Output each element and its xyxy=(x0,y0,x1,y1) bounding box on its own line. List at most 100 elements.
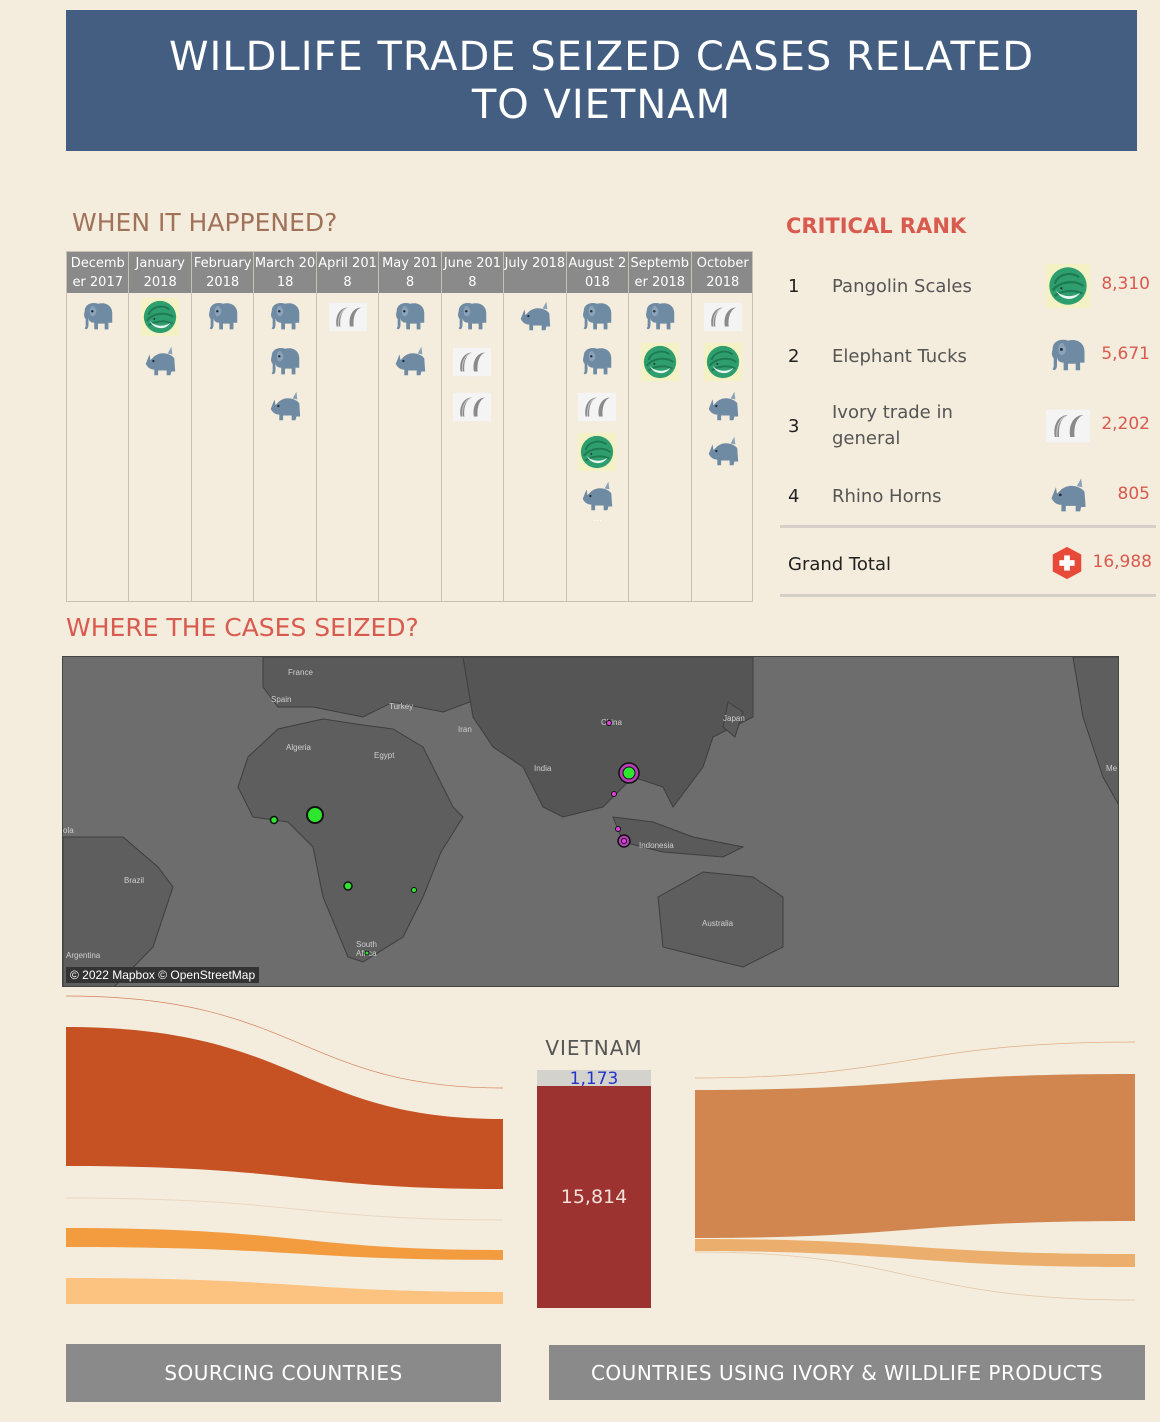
title-bar: WILDLIFE TRADE SEIZED CASES RELATED TO V… xyxy=(66,10,1137,151)
elephant-icon xyxy=(391,298,429,336)
sourcing-countries-button[interactable]: SOURCING COUNTRIES xyxy=(66,1344,501,1402)
marker-togo xyxy=(269,815,279,825)
timeline-month-label: April 2018 xyxy=(318,256,377,290)
rank-row[interactable]: 4 Rhino Horns 805 xyxy=(780,468,1156,528)
label-me: Me xyxy=(1106,764,1118,773)
timeline-month-label: July 2018 xyxy=(504,256,566,271)
vietnam-label: VIETNAM xyxy=(545,1036,643,1060)
rhino-icon xyxy=(704,433,742,471)
ivory-icon xyxy=(1046,404,1090,448)
pangolin-icon xyxy=(141,298,179,336)
timeline-column[interactable]: July 2018 xyxy=(504,252,567,601)
ivory-icon xyxy=(578,388,616,426)
marker-vietnam-inner xyxy=(622,766,636,780)
pangolin-icon xyxy=(704,343,742,381)
flow-left-thin-mid xyxy=(65,1197,504,1221)
rank-value: 8,310 xyxy=(1101,274,1150,294)
flow-right-thin-bottom xyxy=(694,1251,1136,1301)
rank-row[interactable]: 2 Elephant Tucks 5,671 xyxy=(780,328,1156,388)
label-iran: Iran xyxy=(458,725,472,734)
label-france: France xyxy=(288,668,313,677)
rank-value: 805 xyxy=(1117,484,1150,504)
label-japan: Japan xyxy=(723,714,745,723)
timeline-column[interactable]: March 2018 xyxy=(254,252,317,601)
marker-thailand xyxy=(611,791,617,797)
marker-china xyxy=(606,720,612,726)
rhino-icon xyxy=(266,388,304,426)
timeline-month-label: August 2018 xyxy=(568,256,627,290)
timeline-column[interactable]: February 2018 xyxy=(192,252,255,601)
using-countries-button[interactable]: COUNTRIES USING IVORY & WILDLIFE PRODUCT… xyxy=(549,1345,1145,1400)
timeline-month-label: September 2018 xyxy=(630,256,690,290)
timeline-column[interactable]: April 2018 xyxy=(317,252,380,601)
flow-left-light xyxy=(66,1278,503,1304)
timeline-column[interactable]: January 2018 xyxy=(129,252,192,601)
when-title: WHEN IT HAPPENED? xyxy=(72,208,338,237)
timeline-month-label: June 2018 xyxy=(443,256,502,290)
page-title: WILDLIFE TRADE SEIZED CASES RELATED TO V… xyxy=(168,33,1035,128)
timeline-month-label: December 2017 xyxy=(70,256,125,290)
timeline-month-label: May 2018 xyxy=(382,256,438,290)
pangolin-icon xyxy=(1046,264,1090,308)
flow-right-second xyxy=(695,1239,1135,1267)
rhino-icon xyxy=(1046,474,1090,518)
rank-name: Elephant Tucks xyxy=(832,346,967,367)
label-south-africa: South xyxy=(356,940,377,949)
flow-left-thin-top xyxy=(65,995,504,1089)
elephant-icon xyxy=(578,298,616,336)
rank-name: Ivory trade in general xyxy=(832,402,953,449)
rhino-icon xyxy=(516,298,554,336)
label-egypt: Egypt xyxy=(374,751,395,760)
timeline-column[interactable]: December 2017 xyxy=(67,252,130,601)
timeline-column[interactable]: May 2018 xyxy=(379,252,442,601)
vietnam-bar[interactable]: 1,173 15,814 xyxy=(537,1070,651,1308)
timeline-month-label: February 2018 xyxy=(193,256,252,290)
grand-total-row: Grand Total 16,988 xyxy=(780,538,1156,598)
rank-row[interactable]: 1 Pangolin Scales 8,310 xyxy=(780,258,1156,318)
rhino-icon xyxy=(704,388,742,426)
pangolin-icon xyxy=(641,343,679,381)
timeline-table: December 2017 January 2018 February 2018 Ma… xyxy=(66,251,753,602)
where-title: WHERE THE CASES SEIZED? xyxy=(66,613,419,642)
label-brazil: Brazil xyxy=(124,876,144,885)
marker-singapore-inner xyxy=(621,838,627,844)
rank-row[interactable]: 3 Ivory trade in general 2,202 xyxy=(780,398,1156,458)
rank-number: 2 xyxy=(788,346,800,367)
marker-congo xyxy=(343,881,353,891)
timeline-column[interactable]: October 2018 xyxy=(692,252,754,601)
timeline-column[interactable]: August 2018... xyxy=(567,252,630,601)
timeline-icons xyxy=(379,298,440,388)
timeline-column[interactable]: September 2018 xyxy=(629,252,692,601)
marker-nigeria xyxy=(306,806,324,824)
rank-divider xyxy=(780,525,1156,528)
land-africa xyxy=(237,718,464,963)
map-markers xyxy=(269,720,640,956)
vietnam-bar-main-value: 15,814 xyxy=(537,1086,651,1308)
timeline-icons xyxy=(129,298,190,388)
ivory-icon xyxy=(704,298,742,336)
map[interactable]: France Spain Turkey Iran China Japan Alg… xyxy=(62,656,1119,987)
label-australia: Australia xyxy=(702,919,734,928)
more-indicator[interactable]: ... xyxy=(592,513,603,524)
rhino-icon xyxy=(391,343,429,381)
elephant-icon xyxy=(1046,334,1090,378)
timeline-header xyxy=(67,252,752,293)
elephant-icon xyxy=(79,298,117,336)
ivory-icon xyxy=(329,298,367,336)
timeline-icons xyxy=(67,298,128,343)
timeline-icons xyxy=(254,298,315,433)
sankey-flows xyxy=(65,995,1136,1304)
elephant-icon xyxy=(204,298,242,336)
timeline-column[interactable]: June 2018 xyxy=(442,252,505,601)
map-credit[interactable]: © 2022 Mapbox © OpenStreetMap xyxy=(66,967,260,983)
elephant-icon xyxy=(266,298,304,336)
timeline-icons xyxy=(192,298,253,343)
timeline-icons xyxy=(629,298,690,388)
label-spain: Spain xyxy=(271,695,291,704)
timeline-icons xyxy=(692,298,754,478)
label-ola: ola xyxy=(63,826,74,835)
elephant-icon xyxy=(453,298,491,336)
label-argentina: Argentina xyxy=(66,951,101,960)
rank-number: 4 xyxy=(788,486,800,507)
label-indonesia: Indonesia xyxy=(639,841,674,850)
